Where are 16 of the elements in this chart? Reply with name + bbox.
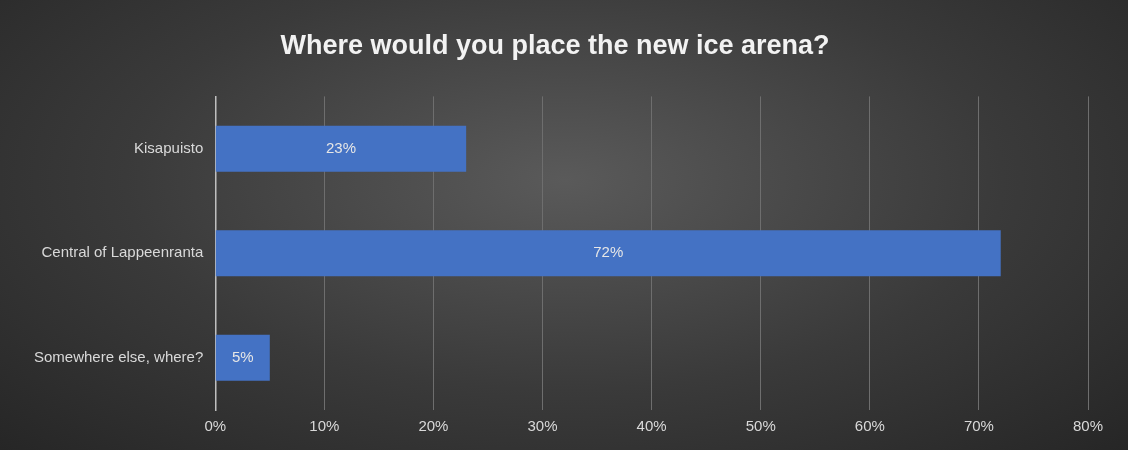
y-tick-label: Central of Lappeenranta [41,243,204,261]
y-tick-label: Kisapuisto [134,138,204,156]
x-tick-label: 30% [527,417,558,435]
y-tick-label: Somewhere else, where? [33,347,204,365]
data-label: 23% [325,138,356,156]
x-tick-label: 80% [1072,417,1104,435]
x-tick-label: 0% [204,417,227,435]
x-tick-label: 50% [745,417,776,435]
x-tick-label: 70% [963,417,994,435]
chart-title: Where would you place the new ice arena? [280,29,830,60]
x-tick-label: 10% [309,417,340,435]
x-tick-label: 60% [854,417,885,435]
x-tick-label: 20% [418,417,449,435]
data-label: 5% [231,347,254,365]
data-label: 72% [593,243,624,261]
x-tick-label: 40% [636,417,667,435]
